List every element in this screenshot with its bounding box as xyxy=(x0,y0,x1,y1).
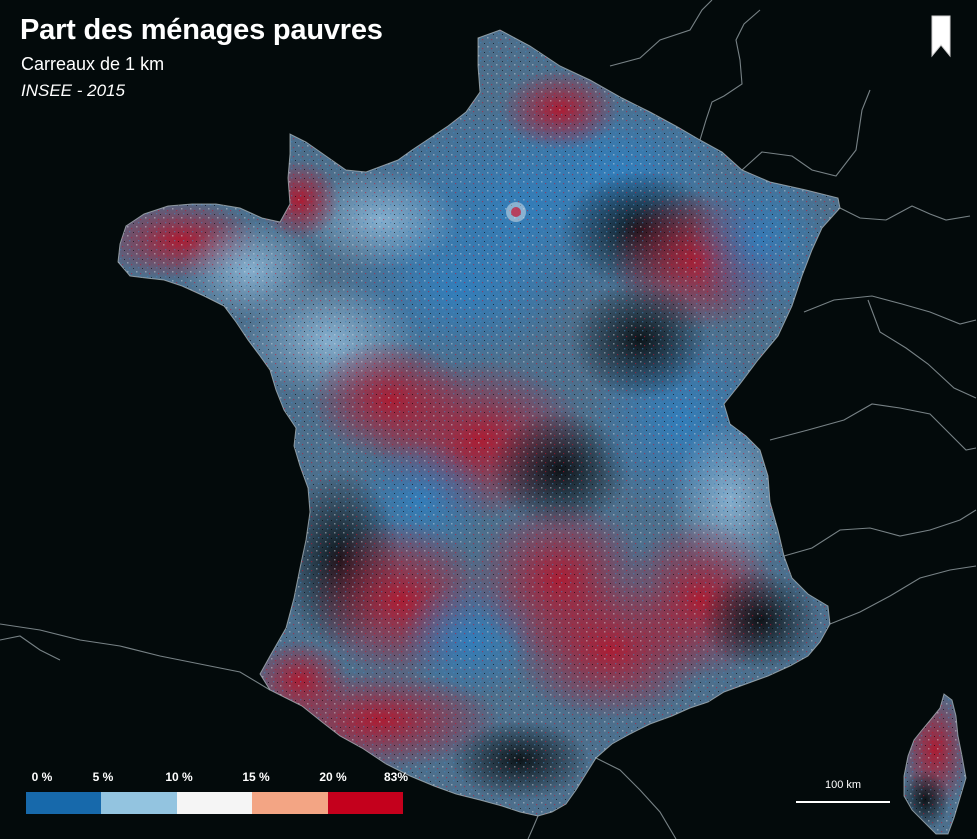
legend-label: 5 % xyxy=(92,770,114,784)
legend-swatch xyxy=(101,792,177,814)
legend-swatch xyxy=(327,792,404,814)
scale-bar: 100 km xyxy=(796,776,890,806)
legend-label: 0 % xyxy=(31,770,53,784)
legend-label: 20 % xyxy=(319,770,347,784)
scale-bar-line xyxy=(796,801,890,803)
legend-label: 10 % xyxy=(165,770,193,784)
legend-swatch xyxy=(176,792,253,814)
legend-label: 83% xyxy=(383,770,409,784)
map-source: INSEE - 2015 xyxy=(21,81,125,100)
legend-color-bar xyxy=(26,792,404,814)
map-title: Part des ménages pauvres xyxy=(20,14,383,46)
legend-swatch xyxy=(26,792,102,814)
legend-swatch xyxy=(252,792,328,814)
legend: 0 % 5 % 10 % 15 % 20 % 83% xyxy=(26,770,409,816)
legend-label: 15 % xyxy=(242,770,270,784)
map-subtitle: Carreaux de 1 km xyxy=(21,54,165,74)
scale-bar-label: 100 km xyxy=(824,779,862,791)
bookmark-icon[interactable] xyxy=(930,14,952,58)
